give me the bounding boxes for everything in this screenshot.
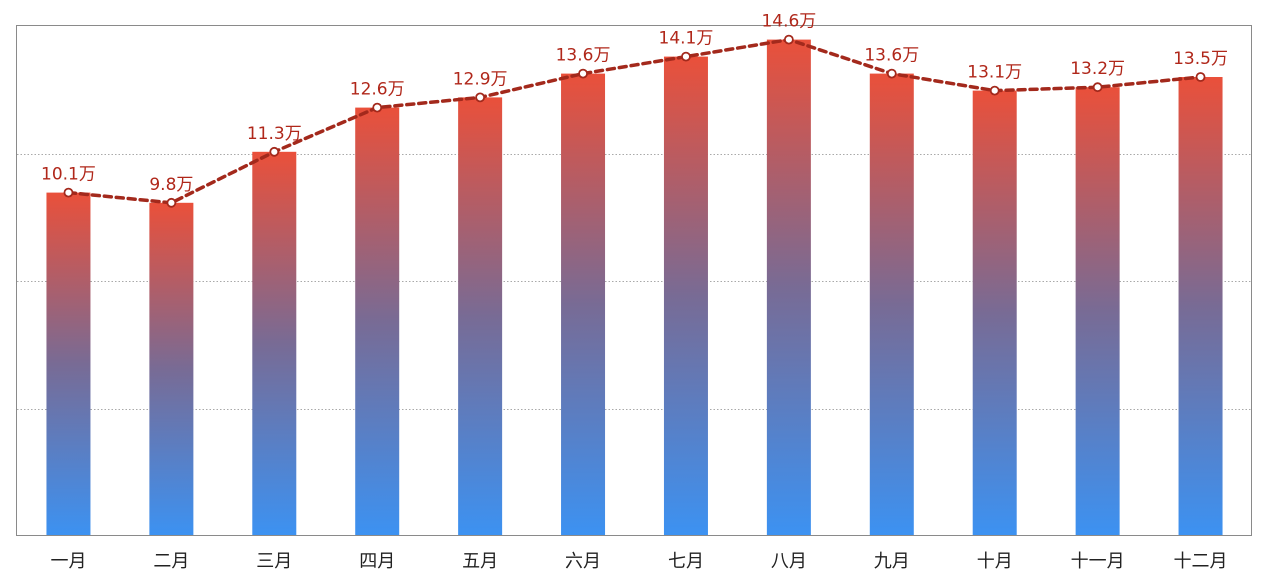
x-tick-label-4: 四月 — [359, 551, 395, 572]
x-tick-label-8: 八月 — [771, 551, 807, 572]
trend-point-10 — [989, 85, 1000, 96]
trend-point-6 — [578, 68, 588, 79]
data-label-2: 9.8万 — [149, 175, 193, 195]
data-label-7: 14.1万 — [659, 29, 714, 49]
plot-frame — [16, 25, 1252, 536]
x-tick-label-2: 二月 — [153, 551, 189, 572]
trend-line-layer — [66, 37, 1203, 205]
data-label-9: 13.6万 — [864, 46, 919, 66]
gridlines — [17, 154, 1252, 410]
bar-8 — [766, 39, 811, 536]
data-label-5: 12.9万 — [453, 69, 508, 89]
bar-2 — [149, 202, 194, 537]
x-tick-label-5: 五月 — [462, 551, 498, 572]
data-label-3: 11.3万 — [247, 124, 302, 144]
data-label-1: 10.1万 — [41, 165, 96, 185]
trend-point-4 — [372, 102, 383, 113]
trend-point-5 — [475, 92, 486, 103]
bar-10 — [972, 90, 1017, 536]
bar-4 — [355, 107, 400, 536]
x-tick-label-6: 六月 — [565, 551, 601, 572]
bar-12 — [1178, 77, 1223, 536]
bar-5 — [458, 97, 503, 537]
x-tick-label-9: 九月 — [874, 551, 910, 572]
x-tick-label-3: 三月 — [256, 551, 292, 572]
x-tick-label-7: 七月 — [668, 551, 704, 572]
bar-11 — [1075, 87, 1120, 536]
trend-point-7 — [681, 51, 691, 62]
data-labels: 10.1万 9.8万 11.3万 12.6万 12.9万 13.6万 14.1万 14.6万 1… — [41, 12, 1228, 195]
trend-point-8 — [783, 34, 794, 45]
data-label-11: 13.2万 — [1070, 59, 1125, 79]
trend-points — [63, 34, 1206, 208]
trend-point-11 — [1092, 82, 1103, 93]
trend-point-12 — [1195, 72, 1206, 82]
x-tick-label-12: 十二月 — [1174, 551, 1228, 572]
trend-point-9 — [886, 68, 897, 79]
trend-point-3 — [269, 146, 280, 157]
x-tick-label-1: 一月 — [50, 551, 86, 572]
bar-1 — [46, 192, 91, 536]
bars — [46, 39, 1223, 537]
data-label-6: 13.6万 — [556, 46, 611, 66]
trend-point-2 — [166, 197, 177, 208]
x-axis-tick-labels: 一月 二月 三月 四月 五月 六月 七月 八月 九月 十月 十一月 十二月 — [50, 551, 1227, 572]
x-tick-label-11: 十一月 — [1071, 551, 1125, 572]
data-label-10: 13.1万 — [967, 63, 1022, 83]
bar-9 — [869, 73, 914, 536]
data-label-4: 12.6万 — [350, 80, 405, 100]
bar-6 — [561, 73, 606, 536]
trend-line — [66, 37, 1203, 205]
trend-point-1 — [63, 187, 74, 198]
bar-3 — [252, 151, 297, 537]
x-tick-label-10: 十月 — [977, 551, 1013, 572]
data-label-8: 14.6万 — [761, 12, 816, 32]
data-label-12: 13.5万 — [1173, 49, 1228, 69]
bar-7 — [663, 56, 708, 536]
